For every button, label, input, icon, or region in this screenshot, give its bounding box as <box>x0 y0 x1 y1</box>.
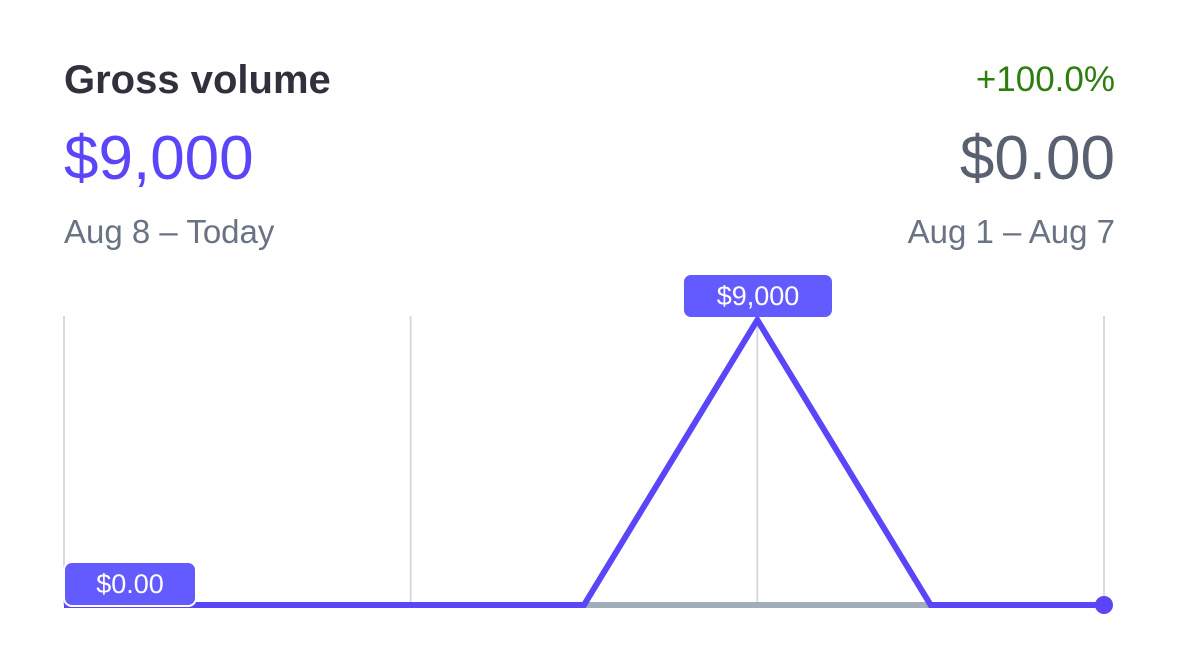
chart-gridlines <box>63 316 1105 605</box>
previous-period-range: Aug 1 – Aug 7 <box>907 213 1115 250</box>
widget-title: Gross volume <box>64 58 331 102</box>
start-value-tooltip: $0.00 <box>65 563 195 605</box>
current-period-value: $9,000 <box>64 124 254 193</box>
previous-period-value: $0.00 <box>959 124 1115 193</box>
peak-value-tooltip: $9,000 <box>684 275 832 317</box>
chart-series <box>64 314 1113 614</box>
current-period-range: Aug 8 – Today <box>64 213 275 250</box>
current-period-line <box>64 314 1104 608</box>
end-point-marker <box>1095 596 1113 614</box>
change-percent: +100.0% <box>975 60 1115 99</box>
